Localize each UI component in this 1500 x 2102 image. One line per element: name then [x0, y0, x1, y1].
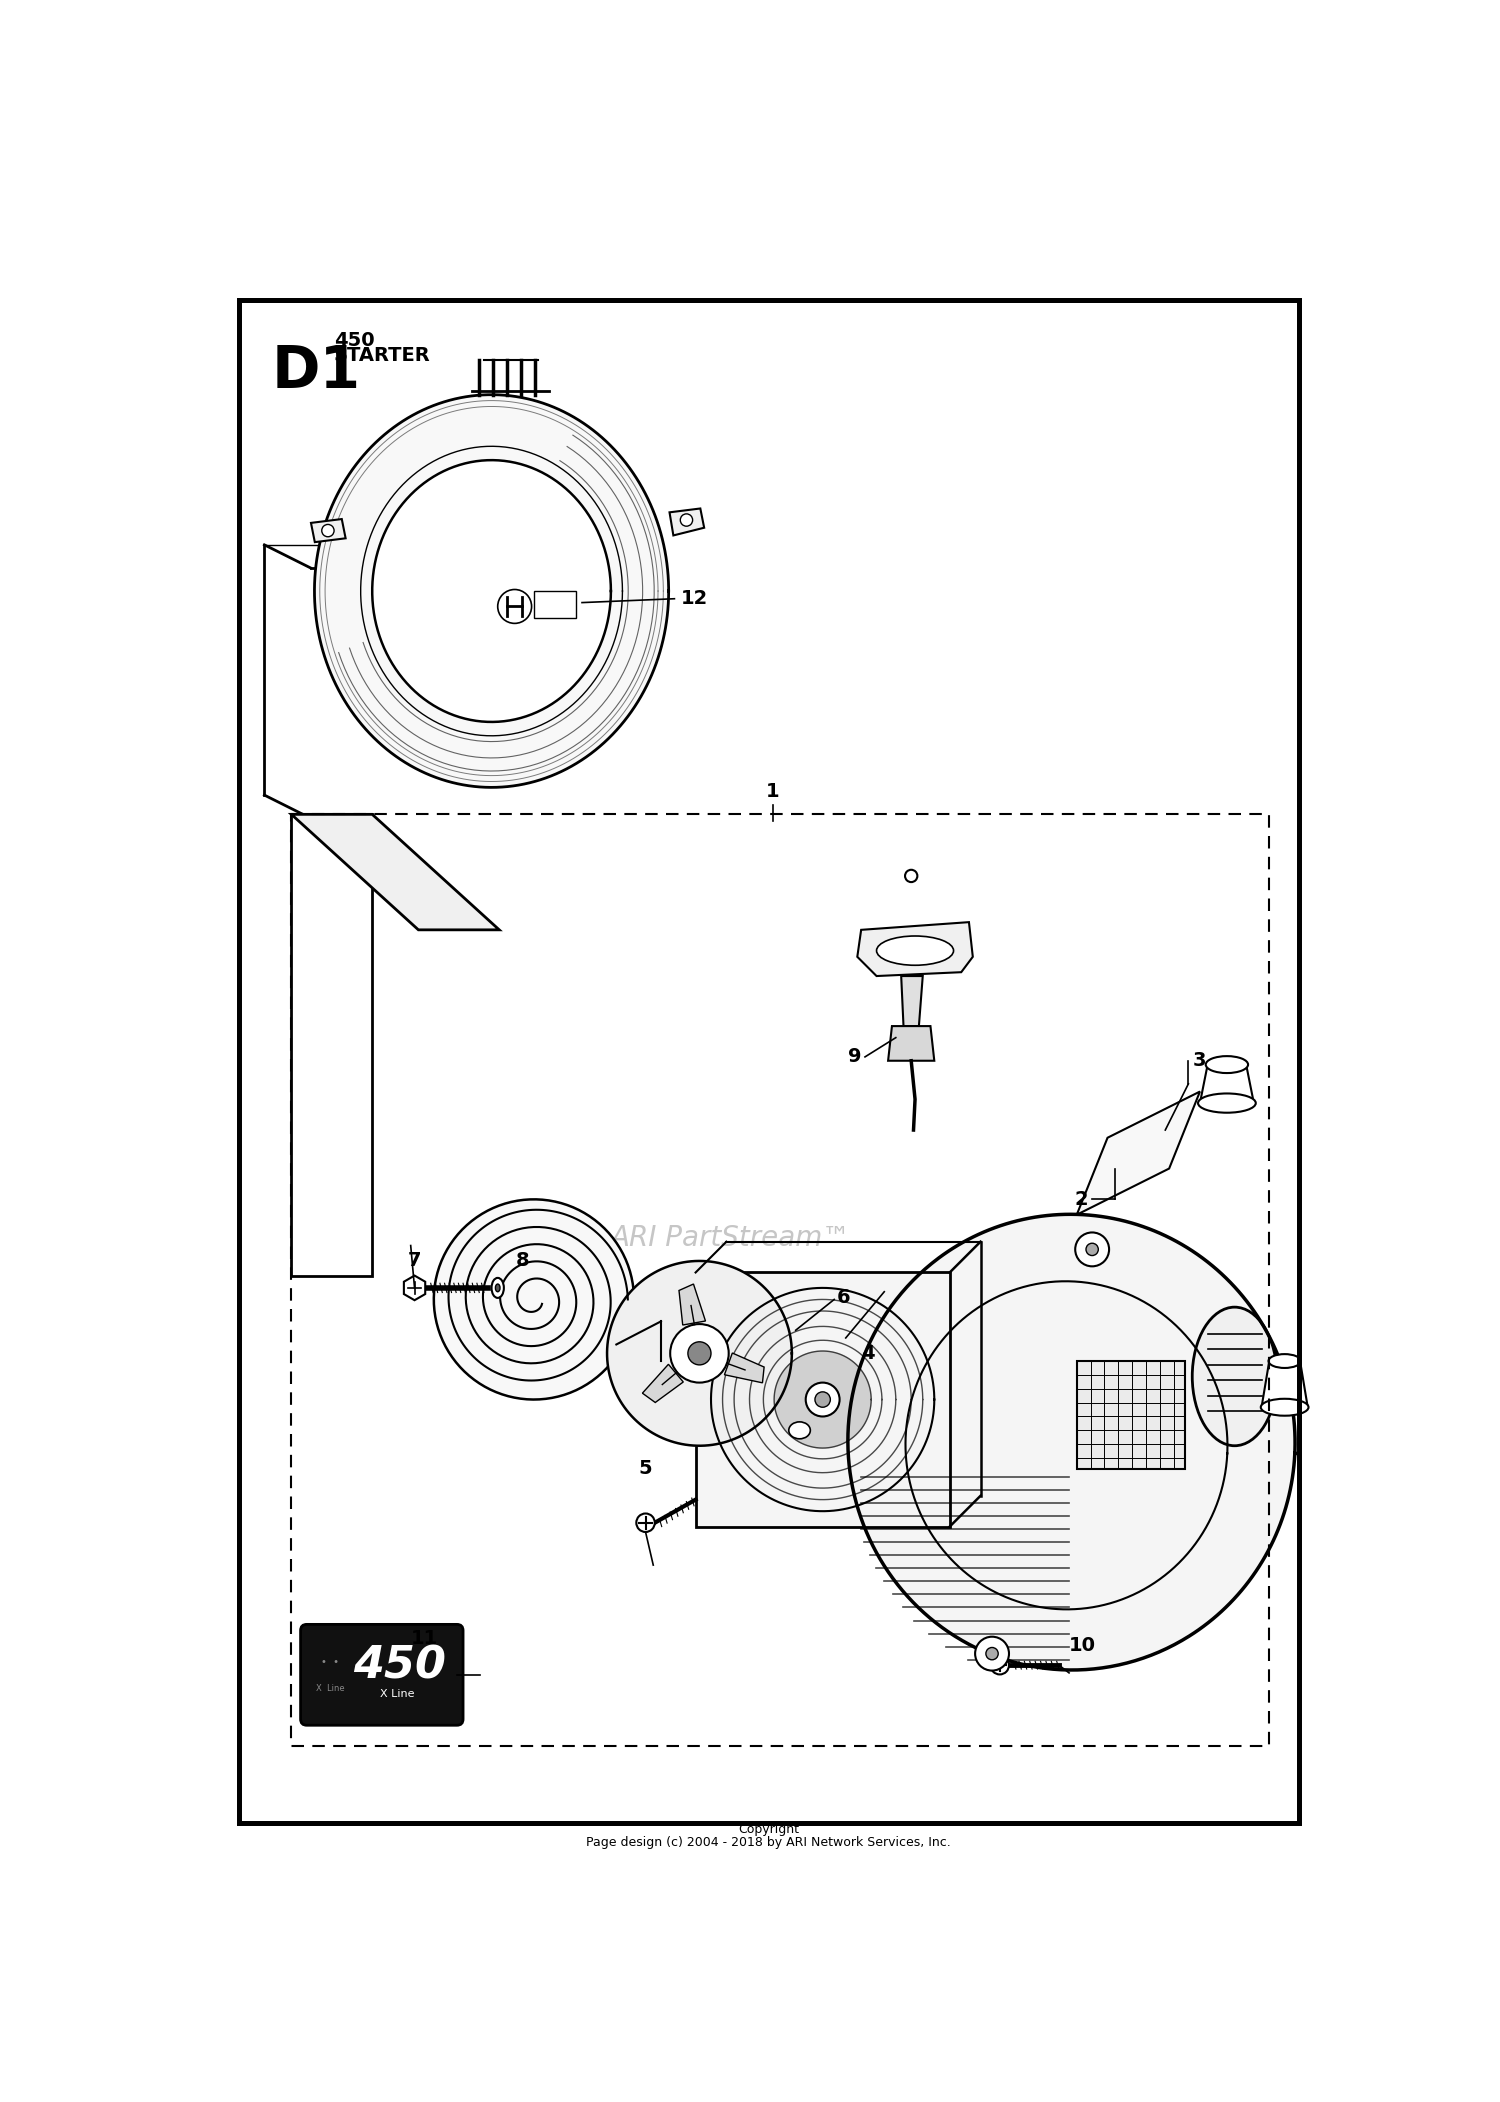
- FancyBboxPatch shape: [300, 1625, 464, 1726]
- Circle shape: [904, 870, 918, 883]
- Bar: [291, 813, 372, 1276]
- Circle shape: [498, 589, 531, 624]
- Circle shape: [670, 1324, 729, 1383]
- Ellipse shape: [1206, 1055, 1248, 1072]
- Text: 12: 12: [681, 589, 708, 607]
- Ellipse shape: [1262, 1398, 1308, 1417]
- Text: 4: 4: [861, 1343, 874, 1362]
- Circle shape: [1076, 1232, 1108, 1265]
- Circle shape: [986, 1648, 998, 1661]
- Polygon shape: [315, 395, 669, 788]
- Bar: [534, 591, 576, 618]
- Text: X Line: X Line: [380, 1690, 414, 1698]
- Ellipse shape: [789, 1421, 810, 1438]
- Bar: [1077, 1360, 1185, 1469]
- Polygon shape: [433, 1200, 634, 1400]
- Polygon shape: [888, 1026, 934, 1062]
- Text: ARI PartStream™: ARI PartStream™: [610, 1223, 850, 1253]
- Text: 6: 6: [837, 1289, 850, 1307]
- Circle shape: [975, 1637, 1010, 1671]
- Ellipse shape: [1269, 1354, 1300, 1368]
- Polygon shape: [669, 509, 704, 536]
- Bar: [696, 1272, 950, 1526]
- Ellipse shape: [1192, 1307, 1276, 1446]
- Text: 2: 2: [1074, 1190, 1089, 1209]
- Ellipse shape: [876, 935, 954, 965]
- Text: 8: 8: [516, 1251, 530, 1270]
- Polygon shape: [642, 1364, 684, 1402]
- Text: Copyright: Copyright: [738, 1822, 800, 1835]
- Text: D1: D1: [272, 343, 362, 399]
- Polygon shape: [291, 813, 500, 929]
- Polygon shape: [404, 1276, 424, 1301]
- Text: STARTER: STARTER: [333, 347, 430, 366]
- Circle shape: [1086, 1242, 1098, 1255]
- Ellipse shape: [492, 1278, 504, 1297]
- Polygon shape: [608, 1261, 792, 1446]
- Text: 1: 1: [766, 782, 780, 801]
- Text: 11: 11: [411, 1629, 438, 1648]
- Bar: [1077, 1360, 1185, 1469]
- Text: •  •: • •: [321, 1656, 339, 1667]
- Circle shape: [990, 1656, 1010, 1675]
- Polygon shape: [372, 460, 610, 721]
- Bar: [291, 813, 1269, 1747]
- Polygon shape: [847, 1215, 1294, 1669]
- Text: 9: 9: [847, 1047, 861, 1066]
- Text: 450: 450: [333, 330, 375, 349]
- Polygon shape: [1262, 1360, 1308, 1406]
- Polygon shape: [680, 1284, 705, 1324]
- Polygon shape: [310, 519, 345, 542]
- Polygon shape: [858, 923, 974, 975]
- Polygon shape: [724, 1354, 764, 1383]
- Text: 10: 10: [1070, 1637, 1096, 1656]
- Circle shape: [815, 1392, 831, 1406]
- Circle shape: [688, 1341, 711, 1364]
- Polygon shape: [1200, 1064, 1254, 1104]
- Text: 7: 7: [408, 1251, 422, 1270]
- Circle shape: [636, 1513, 656, 1532]
- Text: X  Line: X Line: [316, 1684, 345, 1692]
- Circle shape: [322, 523, 334, 536]
- Text: 3: 3: [1192, 1051, 1206, 1070]
- Text: 450: 450: [354, 1644, 447, 1688]
- Ellipse shape: [1198, 1093, 1256, 1112]
- Polygon shape: [1077, 1091, 1200, 1215]
- Polygon shape: [902, 975, 922, 1026]
- Ellipse shape: [495, 1284, 500, 1293]
- Circle shape: [806, 1383, 840, 1417]
- Text: 5: 5: [639, 1459, 652, 1478]
- Text: Page design (c) 2004 - 2018 by ARI Network Services, Inc.: Page design (c) 2004 - 2018 by ARI Netwo…: [586, 1835, 951, 1850]
- Circle shape: [681, 513, 693, 526]
- Polygon shape: [774, 1352, 871, 1448]
